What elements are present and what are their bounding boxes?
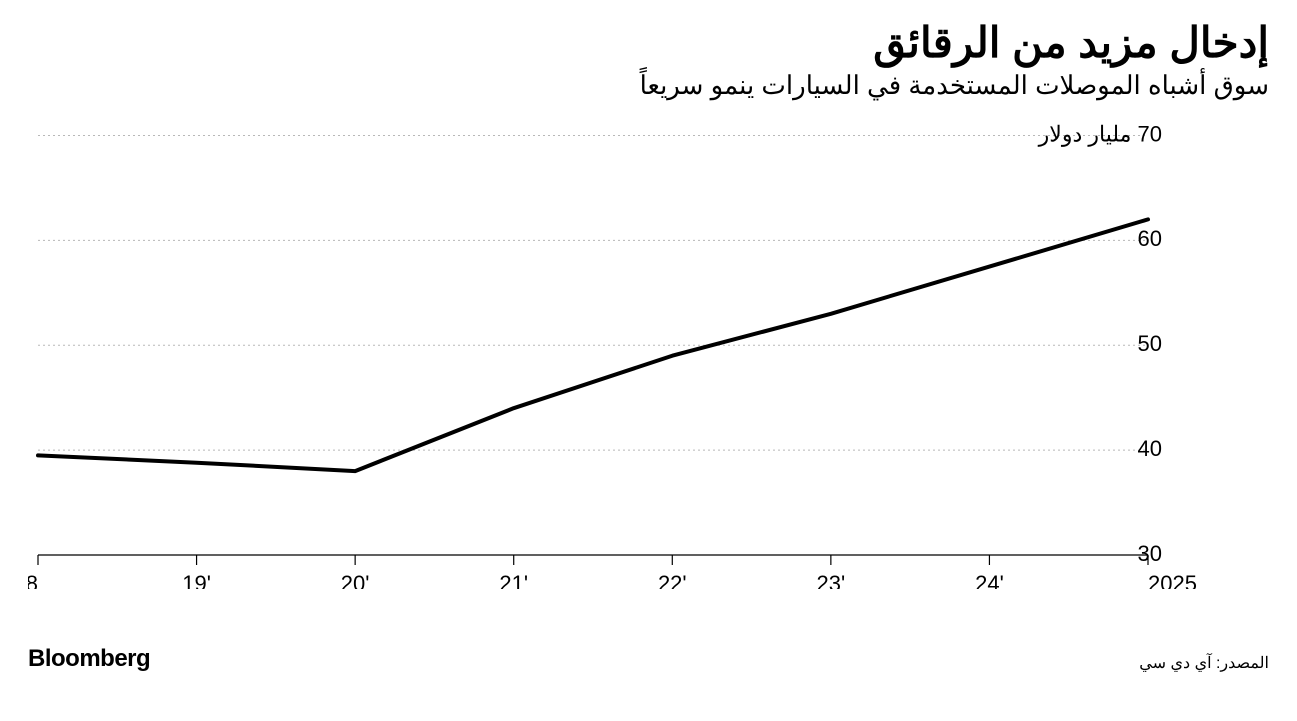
y-tick-label: 50: [1138, 331, 1162, 356]
brand-label: Bloomberg: [28, 645, 150, 673]
chart-subtitle: سوق أشباه الموصلات المستخدمة في السيارات…: [28, 70, 1269, 101]
chart-title: إدخال مزيد من الرقائق: [28, 20, 1269, 66]
x-tick-label: 2025: [1148, 571, 1197, 589]
x-tick-label: '21: [499, 571, 528, 589]
y-tick-label: 30: [1138, 541, 1162, 566]
x-tick-label: '19: [182, 571, 211, 589]
x-tick-label: '20: [341, 571, 370, 589]
chart-footer: Bloomberg المصدر: آي دي سي: [28, 645, 1269, 673]
source-label: المصدر: آي دي سي: [1139, 653, 1269, 673]
x-tick-label: '22: [658, 571, 687, 589]
y-tick-label: 40: [1138, 436, 1162, 461]
line-chart-svg: 30 40 50 60 70 مليار دولار 2018 '19 '20 '21 '22 '2…: [28, 119, 1269, 589]
chart-plot: 30 40 50 60 70 مليار دولار 2018 '19 '20 '21 '22 '2…: [28, 119, 1269, 589]
x-tick-label: 2018: [28, 571, 38, 589]
x-tick-label: '23: [817, 571, 846, 589]
y-tick-label: 60: [1138, 226, 1162, 251]
y-tick-label: 70 مليار دولار: [1038, 121, 1162, 147]
x-tick-label: '24: [975, 571, 1004, 589]
chart-card: { "header": { "title": "إدخال مزيد من ال…: [0, 0, 1297, 721]
